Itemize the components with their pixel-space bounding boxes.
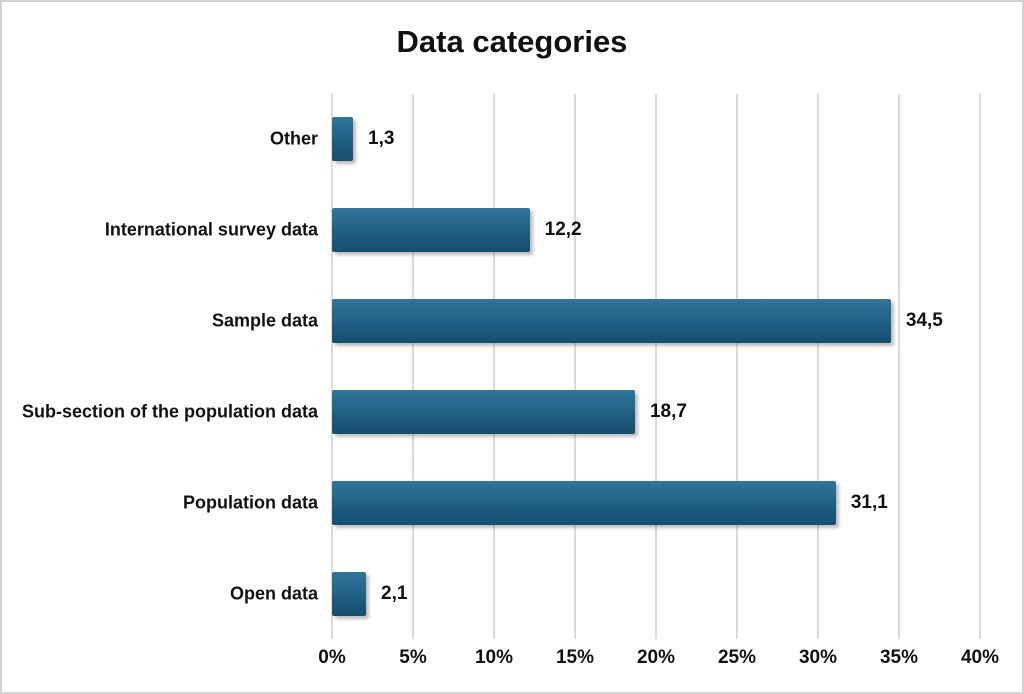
gridline-20% <box>655 94 657 639</box>
bar <box>332 208 530 253</box>
gridline-15% <box>574 94 576 639</box>
x-tick-label: 40% <box>960 647 1000 668</box>
value-label: 1,3 <box>368 128 395 150</box>
gridline-35% <box>898 94 900 639</box>
x-axis-labels: 0% 5% 10% 15% 20% 25% 30% 35% 40% <box>2 647 1022 677</box>
category-axis-labels: Other International survey data Sample dat… <box>2 94 318 639</box>
gridline-10% <box>493 94 495 639</box>
x-tick-label: 10% <box>474 647 514 668</box>
bar <box>332 299 891 344</box>
category-label: Other <box>269 128 318 149</box>
bar <box>332 117 354 162</box>
x-tick-label: 35% <box>879 647 919 668</box>
bar <box>332 571 367 616</box>
value-label: 31,1 <box>850 491 888 513</box>
x-tick-label: 5% <box>399 647 427 668</box>
gridline-5% <box>412 94 414 639</box>
category-label: Sub-section of the population data <box>22 401 318 422</box>
category-label: Open data <box>229 583 318 604</box>
gridline-40% <box>979 94 981 639</box>
category-label: Population data <box>183 492 318 513</box>
bar <box>332 389 635 434</box>
x-tick-label: 30% <box>798 647 838 668</box>
gridline-0% <box>331 94 333 639</box>
value-label: 2,1 <box>381 582 408 604</box>
category-label: International survey data <box>104 219 318 240</box>
category-label: Sample data <box>211 310 318 331</box>
value-label: 34,5 <box>905 310 943 332</box>
plot-area: 1,3 12,2 34,5 18,7 31,1 2,1 <box>331 94 981 639</box>
bar <box>332 480 836 525</box>
x-tick-label: 0% <box>318 647 346 668</box>
x-tick-label: 15% <box>555 647 595 668</box>
x-tick-label: 25% <box>717 647 757 668</box>
gridline-25% <box>736 94 738 639</box>
x-tick-label: 20% <box>636 647 676 668</box>
gridline-30% <box>817 94 819 639</box>
value-label: 12,2 <box>544 219 582 241</box>
chart-title: Data categories <box>396 24 628 59</box>
value-label: 18,7 <box>649 400 687 422</box>
